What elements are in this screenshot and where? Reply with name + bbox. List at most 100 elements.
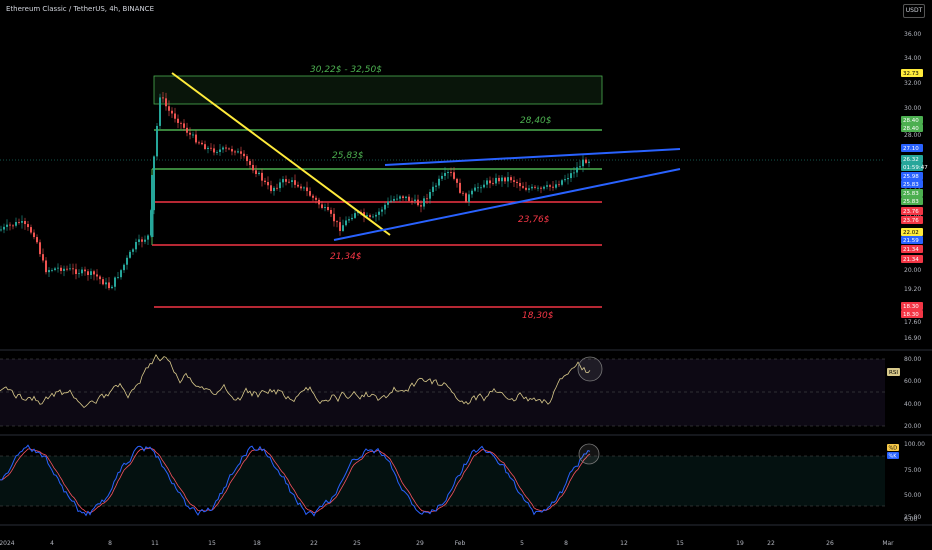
rsi-pane[interactable]: 80.00 60.00 40.00 20.00 RSI xyxy=(0,353,921,430)
candle-body xyxy=(312,195,314,198)
price-badge xyxy=(901,310,923,318)
stoch-k-line xyxy=(0,444,591,517)
candle-body xyxy=(525,187,527,190)
candle-body xyxy=(558,184,560,186)
candle-body xyxy=(294,180,296,185)
candle-body xyxy=(222,147,224,150)
candle-body xyxy=(144,239,146,242)
candle-body xyxy=(84,269,86,272)
candle-body xyxy=(234,151,236,153)
price-badge-label: 25.83 xyxy=(903,199,919,205)
currency-button[interactable]: USDT xyxy=(903,4,925,18)
candle-body xyxy=(81,269,83,274)
candle-body xyxy=(57,267,59,269)
candle-body xyxy=(390,200,392,202)
candle-body xyxy=(507,177,509,182)
level-label: 18,30$ xyxy=(522,311,554,321)
supply-zone xyxy=(153,75,603,105)
candle-body xyxy=(120,270,122,278)
stoch-tick-label: 75.00 xyxy=(904,467,921,474)
candle-body xyxy=(291,180,293,182)
price-badge-label: 22.02 xyxy=(903,230,919,236)
stoch-highlight-circle xyxy=(578,443,600,465)
downtrend-line xyxy=(171,72,391,236)
candle-body xyxy=(267,181,269,186)
price-badge xyxy=(901,163,923,171)
candle-body xyxy=(6,224,8,227)
candle-body xyxy=(198,142,200,144)
candle-body xyxy=(96,274,98,277)
time-tick-label: 22 xyxy=(310,540,318,547)
candle-body xyxy=(450,172,452,173)
price-badge-label: 21.59 xyxy=(903,238,919,244)
stoch-band xyxy=(0,456,885,506)
candle-body xyxy=(240,151,242,154)
candle-body xyxy=(393,198,395,201)
candle-body xyxy=(18,222,20,223)
candle-body xyxy=(408,196,410,201)
stoch-d-line xyxy=(0,447,591,514)
candle-body xyxy=(579,166,581,168)
candle-body xyxy=(339,222,341,231)
price-badge xyxy=(901,144,923,152)
level-label: 23,76$ xyxy=(518,215,550,225)
candle-body xyxy=(468,194,470,202)
candle-body xyxy=(357,211,359,214)
level-label: 21,34$ xyxy=(330,252,362,262)
candle-body xyxy=(99,276,101,280)
candle-body xyxy=(492,183,494,185)
price-badge xyxy=(901,155,923,163)
candle-body xyxy=(486,180,488,185)
candle-body xyxy=(60,267,62,271)
candle-body xyxy=(30,227,32,233)
candle-body xyxy=(117,277,119,278)
ascending-resistance-line xyxy=(384,148,681,166)
price-pane[interactable]: 30,22$ - 32,50$ 28,40$ 25,83$ 23,76$ 21,34$ 1… xyxy=(0,65,932,526)
candle-body xyxy=(276,187,278,189)
stoch-d-label: %D xyxy=(889,446,898,452)
stoch-k-label: %K xyxy=(889,454,898,460)
time-tick-label: Feb xyxy=(455,540,466,547)
candle-body xyxy=(165,98,167,107)
candle-body xyxy=(306,187,308,192)
candle-body xyxy=(531,186,533,189)
price-tick-label: 36.00 xyxy=(904,31,921,38)
candle-body xyxy=(195,134,197,143)
time-tick-label: 26 xyxy=(826,540,834,547)
price-badge-label: 21.34 xyxy=(903,257,919,263)
candle-body xyxy=(549,185,551,187)
candle-body xyxy=(555,184,557,188)
candle-body xyxy=(93,271,95,275)
candle-body xyxy=(177,118,179,123)
price-badge xyxy=(901,180,923,188)
candle-body xyxy=(543,186,545,189)
candle-body xyxy=(0,229,2,231)
candle-body xyxy=(156,125,158,157)
time-axis[interactable]: 2024 4 8 11 15 18 22 25 29 Feb 5 8 12 15 19 22 26 Mar xyxy=(0,540,894,547)
candle-body xyxy=(210,147,212,149)
candle-body xyxy=(528,188,530,190)
price-badge xyxy=(901,116,923,124)
candle-body xyxy=(225,147,227,149)
candle-body xyxy=(249,161,251,165)
candle-body xyxy=(309,191,311,196)
candle-body xyxy=(141,239,143,242)
stochastic-pane[interactable]: 100.00 75.00 50.00 25.000.00 %D %K xyxy=(0,441,925,523)
stoch-k-badge xyxy=(887,452,899,459)
candle-body xyxy=(78,273,80,275)
candle-body xyxy=(441,175,443,179)
price-badge-label: 27.10 xyxy=(903,146,919,152)
candle-body xyxy=(498,177,500,182)
candle-body xyxy=(279,182,281,189)
candle-body xyxy=(270,185,272,192)
candle-body xyxy=(438,178,440,186)
price-axis[interactable]: 36.0034.0032.0030.0028.0026.0024.0022.00… xyxy=(901,31,928,342)
candle-body xyxy=(432,186,434,192)
candle-body xyxy=(207,147,209,150)
price-tick-label: 32.00 xyxy=(904,80,921,87)
candle-body xyxy=(87,271,89,276)
rsi-tick-label: 80.00 xyxy=(904,356,921,363)
candle-body xyxy=(426,198,428,200)
candle-body xyxy=(474,187,476,191)
